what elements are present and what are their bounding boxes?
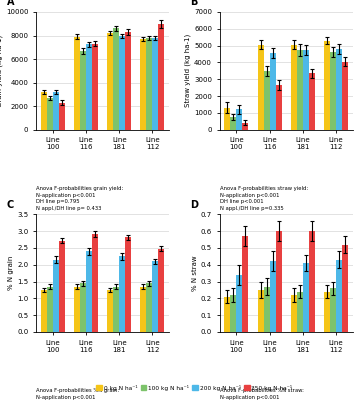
Bar [336, 49, 342, 130]
Bar [53, 92, 59, 130]
Bar [140, 39, 147, 130]
Bar [258, 45, 264, 130]
Bar [47, 287, 53, 332]
Bar [297, 292, 303, 332]
Text: D: D [190, 200, 198, 210]
Bar [236, 275, 242, 332]
Bar [147, 283, 153, 332]
Bar [92, 234, 98, 332]
Bar [270, 53, 276, 130]
Bar [297, 50, 303, 130]
Bar [276, 231, 282, 332]
Y-axis label: Straw yield (kg ha-1): Straw yield (kg ha-1) [185, 34, 191, 108]
Bar [291, 295, 297, 332]
Bar [125, 237, 131, 332]
Text: Anova F-probabilities grain yield:
N-application p<0.001
DH line p=0.795
N appl.: Anova F-probabilities grain yield: N-app… [36, 186, 123, 211]
Bar [303, 263, 309, 332]
Bar [324, 292, 330, 332]
Bar [230, 295, 236, 332]
Y-axis label: Grain yield (kg ha-1): Grain yield (kg ha-1) [0, 35, 3, 107]
Bar [140, 287, 147, 332]
Bar [309, 73, 315, 130]
Bar [86, 251, 92, 332]
Text: Anova F-probabilities %N grain:
N-application p<0.001
DH line p=0.002
N appl./DH: Anova F-probabilities %N grain: N-applic… [36, 388, 119, 400]
Bar [330, 52, 336, 130]
Bar [74, 37, 80, 130]
Bar [264, 287, 270, 332]
Bar [59, 102, 64, 130]
Bar [230, 117, 236, 130]
Text: A: A [7, 0, 14, 7]
Bar [80, 51, 86, 130]
Bar [291, 45, 297, 130]
Y-axis label: % N grain: % N grain [8, 256, 14, 290]
Bar [242, 123, 248, 130]
Text: Anova F-probabilities %N straw:
N-application p<0.001
DH line p=0.004
N appl./DH: Anova F-probabilities %N straw: N-applic… [220, 388, 303, 400]
Bar [47, 98, 53, 130]
Bar [113, 287, 119, 332]
Text: B: B [190, 0, 198, 7]
Legend: 0 kg N ha⁻¹, 100 kg N ha⁻¹, 200 kg N ha⁻¹, 350 kg N ha⁻¹: 0 kg N ha⁻¹, 100 kg N ha⁻¹, 200 kg N ha⁻… [94, 382, 295, 393]
Bar [342, 245, 348, 332]
Bar [53, 260, 59, 332]
Bar [92, 44, 98, 130]
Bar [119, 36, 125, 130]
Bar [224, 297, 230, 332]
Bar [41, 92, 47, 130]
Bar [236, 110, 242, 130]
Y-axis label: % N straw: % N straw [192, 255, 198, 291]
Bar [80, 283, 86, 332]
Bar [41, 290, 47, 332]
Bar [224, 108, 230, 130]
Bar [158, 249, 165, 332]
Bar [74, 287, 80, 332]
Bar [59, 240, 64, 332]
Bar [147, 38, 153, 130]
Bar [242, 236, 248, 332]
Bar [125, 32, 131, 130]
Text: Anova F-probabilities straw yield:
N-application p<0.001
DH line p<0.001
N appl.: Anova F-probabilities straw yield: N-app… [220, 186, 308, 211]
Bar [303, 50, 309, 130]
Bar [330, 288, 336, 332]
Text: C: C [7, 200, 14, 210]
Bar [153, 38, 158, 130]
Bar [86, 44, 92, 130]
Bar [113, 28, 119, 130]
Bar [336, 260, 342, 332]
Bar [158, 24, 165, 130]
Bar [270, 262, 276, 332]
Bar [107, 290, 113, 332]
Bar [258, 290, 264, 332]
Bar [324, 40, 330, 130]
Bar [153, 262, 158, 332]
Bar [107, 33, 113, 130]
Bar [119, 256, 125, 332]
Bar [309, 231, 315, 332]
Bar [276, 85, 282, 130]
Bar [264, 71, 270, 130]
Bar [342, 62, 348, 130]
